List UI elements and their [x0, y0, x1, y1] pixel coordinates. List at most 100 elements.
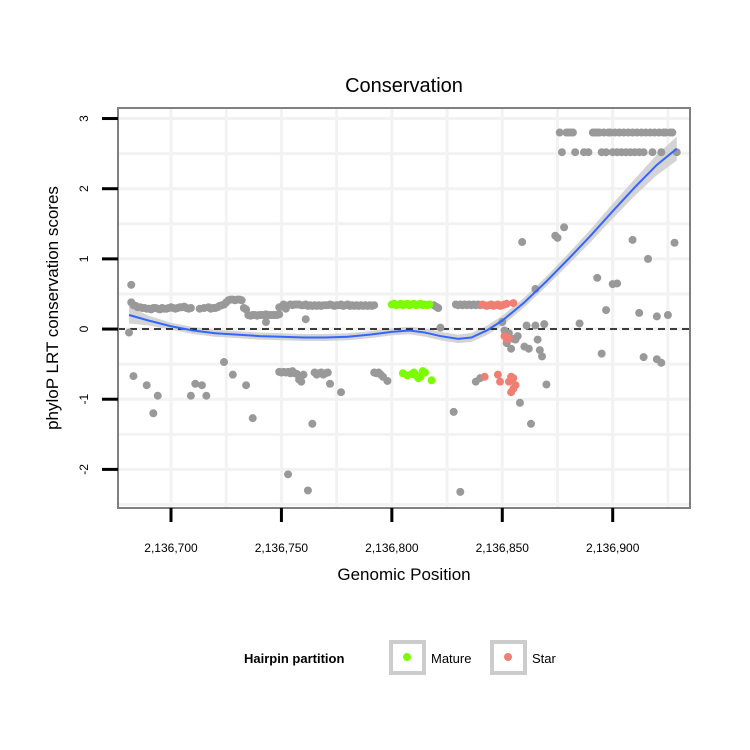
data-point-star: [502, 299, 511, 308]
data-point-other: [639, 353, 648, 362]
smooth-line: [128, 147, 678, 340]
confidence-band-group: [129, 136, 677, 344]
x-tick-label: 2,136,700: [144, 541, 198, 555]
data-point-other: [670, 238, 679, 247]
axes-group: 2,136,700 2,136,750 2,136,800 2,136,850 2,13…: [77, 115, 640, 555]
data-point-other: [628, 235, 637, 244]
data-point-other: [644, 254, 653, 263]
data-point-other: [648, 148, 657, 157]
smooth-line-group: [128, 147, 678, 340]
data-point-other: [125, 328, 134, 337]
y-tick-label: 1: [77, 255, 91, 262]
data-point-other: [535, 346, 544, 355]
x-tick-label: 2,136,900: [586, 541, 640, 555]
y-tick-label: 2: [77, 185, 91, 192]
data-point-other: [323, 368, 332, 377]
data-point-other: [297, 377, 306, 386]
x-axis-title: Genomic Position: [337, 565, 470, 584]
data-point-mature: [427, 376, 436, 385]
y-tick-label: -2: [77, 464, 91, 475]
data-point-star: [511, 381, 520, 390]
data-point-other: [303, 486, 312, 495]
data-point-other: [540, 320, 549, 329]
data-point-other: [555, 128, 564, 137]
data-point-other: [635, 308, 644, 317]
data-point-other: [568, 128, 577, 137]
data-point-star: [496, 377, 505, 386]
data-point-other: [584, 148, 593, 157]
data-point-other: [613, 279, 622, 288]
grid-lines: [118, 108, 690, 508]
data-point-other: [191, 379, 200, 388]
data-point-other: [575, 319, 584, 328]
data-point-other: [228, 370, 237, 379]
y-tick-label: 0: [77, 325, 91, 332]
data-point-other: [284, 470, 293, 479]
data-point-other: [456, 487, 465, 496]
data-point-star: [480, 372, 489, 381]
x-tick-label: 2,136,750: [255, 541, 309, 555]
data-point-other: [299, 370, 308, 379]
data-point-other: [202, 391, 211, 400]
data-point-other: [237, 296, 246, 305]
data-point-other: [242, 381, 251, 390]
data-point-other: [186, 304, 195, 312]
legend-marker-star: [504, 653, 512, 661]
data-point-other: [602, 148, 611, 157]
x-tick-label: 2,136,850: [476, 541, 530, 555]
data-point-star: [493, 370, 502, 379]
data-point-other: [197, 381, 206, 390]
data-point-other: [507, 344, 516, 353]
data-point-other: [513, 332, 522, 341]
data-point-other: [186, 391, 195, 400]
data-point-other: [526, 419, 535, 428]
legend-label-mature: Mature: [431, 651, 471, 666]
data-point-other: [597, 349, 606, 358]
legend-label-star: Star: [532, 651, 557, 666]
data-point-other: [220, 358, 229, 367]
data-point-other: [557, 148, 566, 157]
y-axis-title: phyloP LRT conservation scores: [43, 186, 62, 430]
data-point-other: [553, 233, 562, 242]
data-point-other: [153, 391, 162, 400]
data-point-other: [301, 315, 310, 324]
data-point-other: [602, 306, 611, 315]
data-point-other: [571, 148, 580, 157]
data-point-other: [248, 414, 257, 423]
data-point-other: [663, 311, 672, 320]
data-point-other: [652, 312, 661, 321]
data-point-other: [149, 409, 158, 418]
data-point-other: [326, 379, 335, 388]
data-point-other: [337, 388, 346, 397]
data-point-other: [518, 238, 527, 247]
data-point-other: [383, 376, 392, 385]
data-point-other: [593, 273, 602, 282]
data-point-star: [509, 374, 518, 383]
data-point-other: [129, 372, 138, 381]
data-point-other: [542, 380, 551, 389]
data-point-other: [524, 344, 533, 353]
data-point-other: [657, 148, 666, 157]
data-point-other: [127, 280, 136, 289]
plot-border: [117, 107, 691, 509]
data-point-other: [668, 128, 677, 137]
legend-title: Hairpin partition: [244, 651, 344, 666]
data-point-other: [261, 318, 270, 327]
data-point-star: [504, 334, 513, 343]
chart-title: Conservation: [345, 75, 463, 97]
data-point-other: [142, 381, 151, 390]
data-point-other: [515, 398, 524, 407]
data-point-other: [560, 223, 569, 232]
confidence-band: [129, 136, 677, 344]
data-point-mature: [420, 368, 429, 377]
data-point-other: [657, 358, 666, 367]
data-point-other: [522, 321, 531, 330]
data-point-other: [436, 323, 445, 332]
data-point-other: [449, 407, 458, 416]
data-point-mature: [425, 300, 434, 309]
legend: Hairpin partition Mature Star: [244, 640, 557, 675]
data-point-other: [639, 148, 648, 157]
data-point-other: [275, 310, 284, 319]
y-tick-label: 3: [77, 115, 91, 122]
